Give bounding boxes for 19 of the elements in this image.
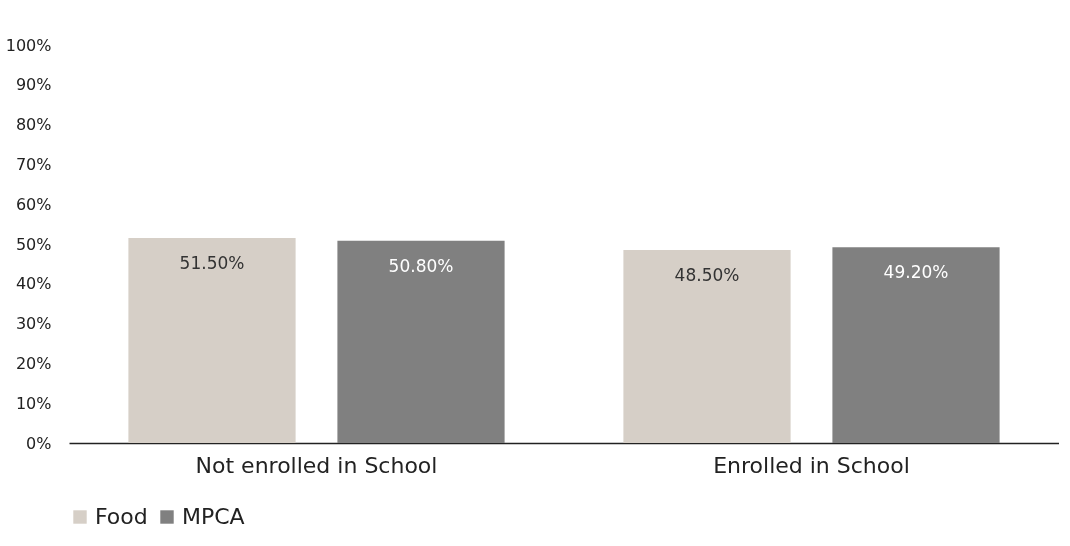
data-label: 50.80% [388, 255, 454, 276]
x-tick-label: Not enrolled in School [195, 452, 438, 478]
data-label: 48.50% [674, 264, 740, 285]
y-tick-label: 10% [15, 393, 52, 413]
legend-label: Food [95, 504, 148, 529]
legend-label: MPCA [182, 504, 245, 529]
y-tick-label: 70% [15, 154, 52, 174]
y-tick-label: 100% [5, 35, 52, 55]
y-tick-label: 90% [15, 75, 52, 95]
y-tick-label: 60% [15, 194, 52, 214]
data-label: 49.20% [883, 262, 949, 283]
y-tick-label: 0% [26, 433, 52, 453]
y-tick-label: 40% [15, 274, 52, 294]
y-tick-label: 20% [15, 353, 52, 373]
x-tick-label: Enrolled in School [713, 452, 910, 478]
y-tick-label: 50% [15, 234, 52, 254]
y-tick-label: 80% [15, 115, 52, 135]
y-tick-label: 30% [15, 314, 52, 334]
data-label: 51.50% [179, 253, 245, 274]
